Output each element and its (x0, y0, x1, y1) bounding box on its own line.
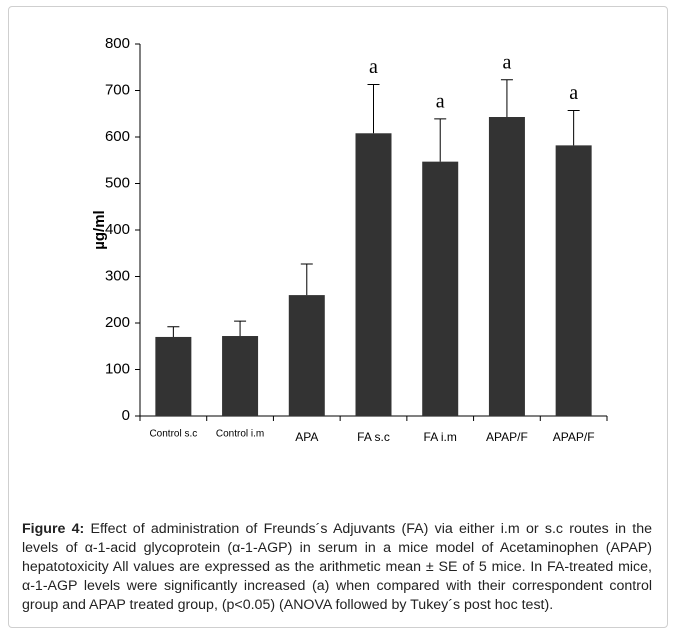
bar (288, 295, 325, 416)
x-tick-label: Control i.m (216, 429, 264, 440)
x-tick-label: Control s.c (149, 429, 197, 440)
caption-label: Figure 4: (22, 521, 85, 537)
y-tick-label: 0 (122, 407, 130, 424)
bar (355, 133, 392, 416)
bar (488, 117, 525, 416)
y-tick-label: 100 (105, 360, 130, 377)
bar (222, 336, 259, 416)
bar-annotation: a (502, 51, 511, 73)
y-tick-label: 200 (105, 314, 130, 331)
error-bar (500, 79, 513, 118)
y-tick-label: 500 (105, 174, 130, 191)
error-bar (167, 326, 180, 337)
x-tick-label: APAP/F (553, 430, 595, 444)
error-bar (567, 109, 580, 146)
caption-text: Effect of administration of Freunds´s Ad… (22, 521, 652, 613)
y-tick-label: 700 (105, 81, 130, 98)
error-bar (234, 320, 247, 337)
bar-annotation: a (436, 90, 445, 112)
error-bar (300, 263, 313, 296)
y-tick-label: 800 (105, 35, 130, 52)
x-tick-label: APAP/F (486, 430, 528, 444)
y-tick-label: 600 (105, 128, 130, 145)
x-tick-label: FA s.c (357, 430, 390, 444)
bar-annotation: a (369, 56, 378, 78)
bar (555, 145, 592, 416)
y-tick-label: 300 (105, 267, 130, 284)
x-tick-label: FA i.m (424, 430, 457, 444)
y-tick-label: 400 (105, 221, 130, 238)
error-bar (434, 118, 447, 162)
figure-frame (8, 6, 668, 628)
caption: Figure 4: Effect of administration of Fr… (22, 520, 652, 615)
error-bar (367, 83, 380, 134)
bar (422, 161, 459, 416)
x-tick-label: APA (295, 430, 318, 444)
y-axis-label: µg/ml (91, 210, 108, 249)
bar (155, 336, 192, 416)
bar-annotation: a (569, 82, 578, 104)
